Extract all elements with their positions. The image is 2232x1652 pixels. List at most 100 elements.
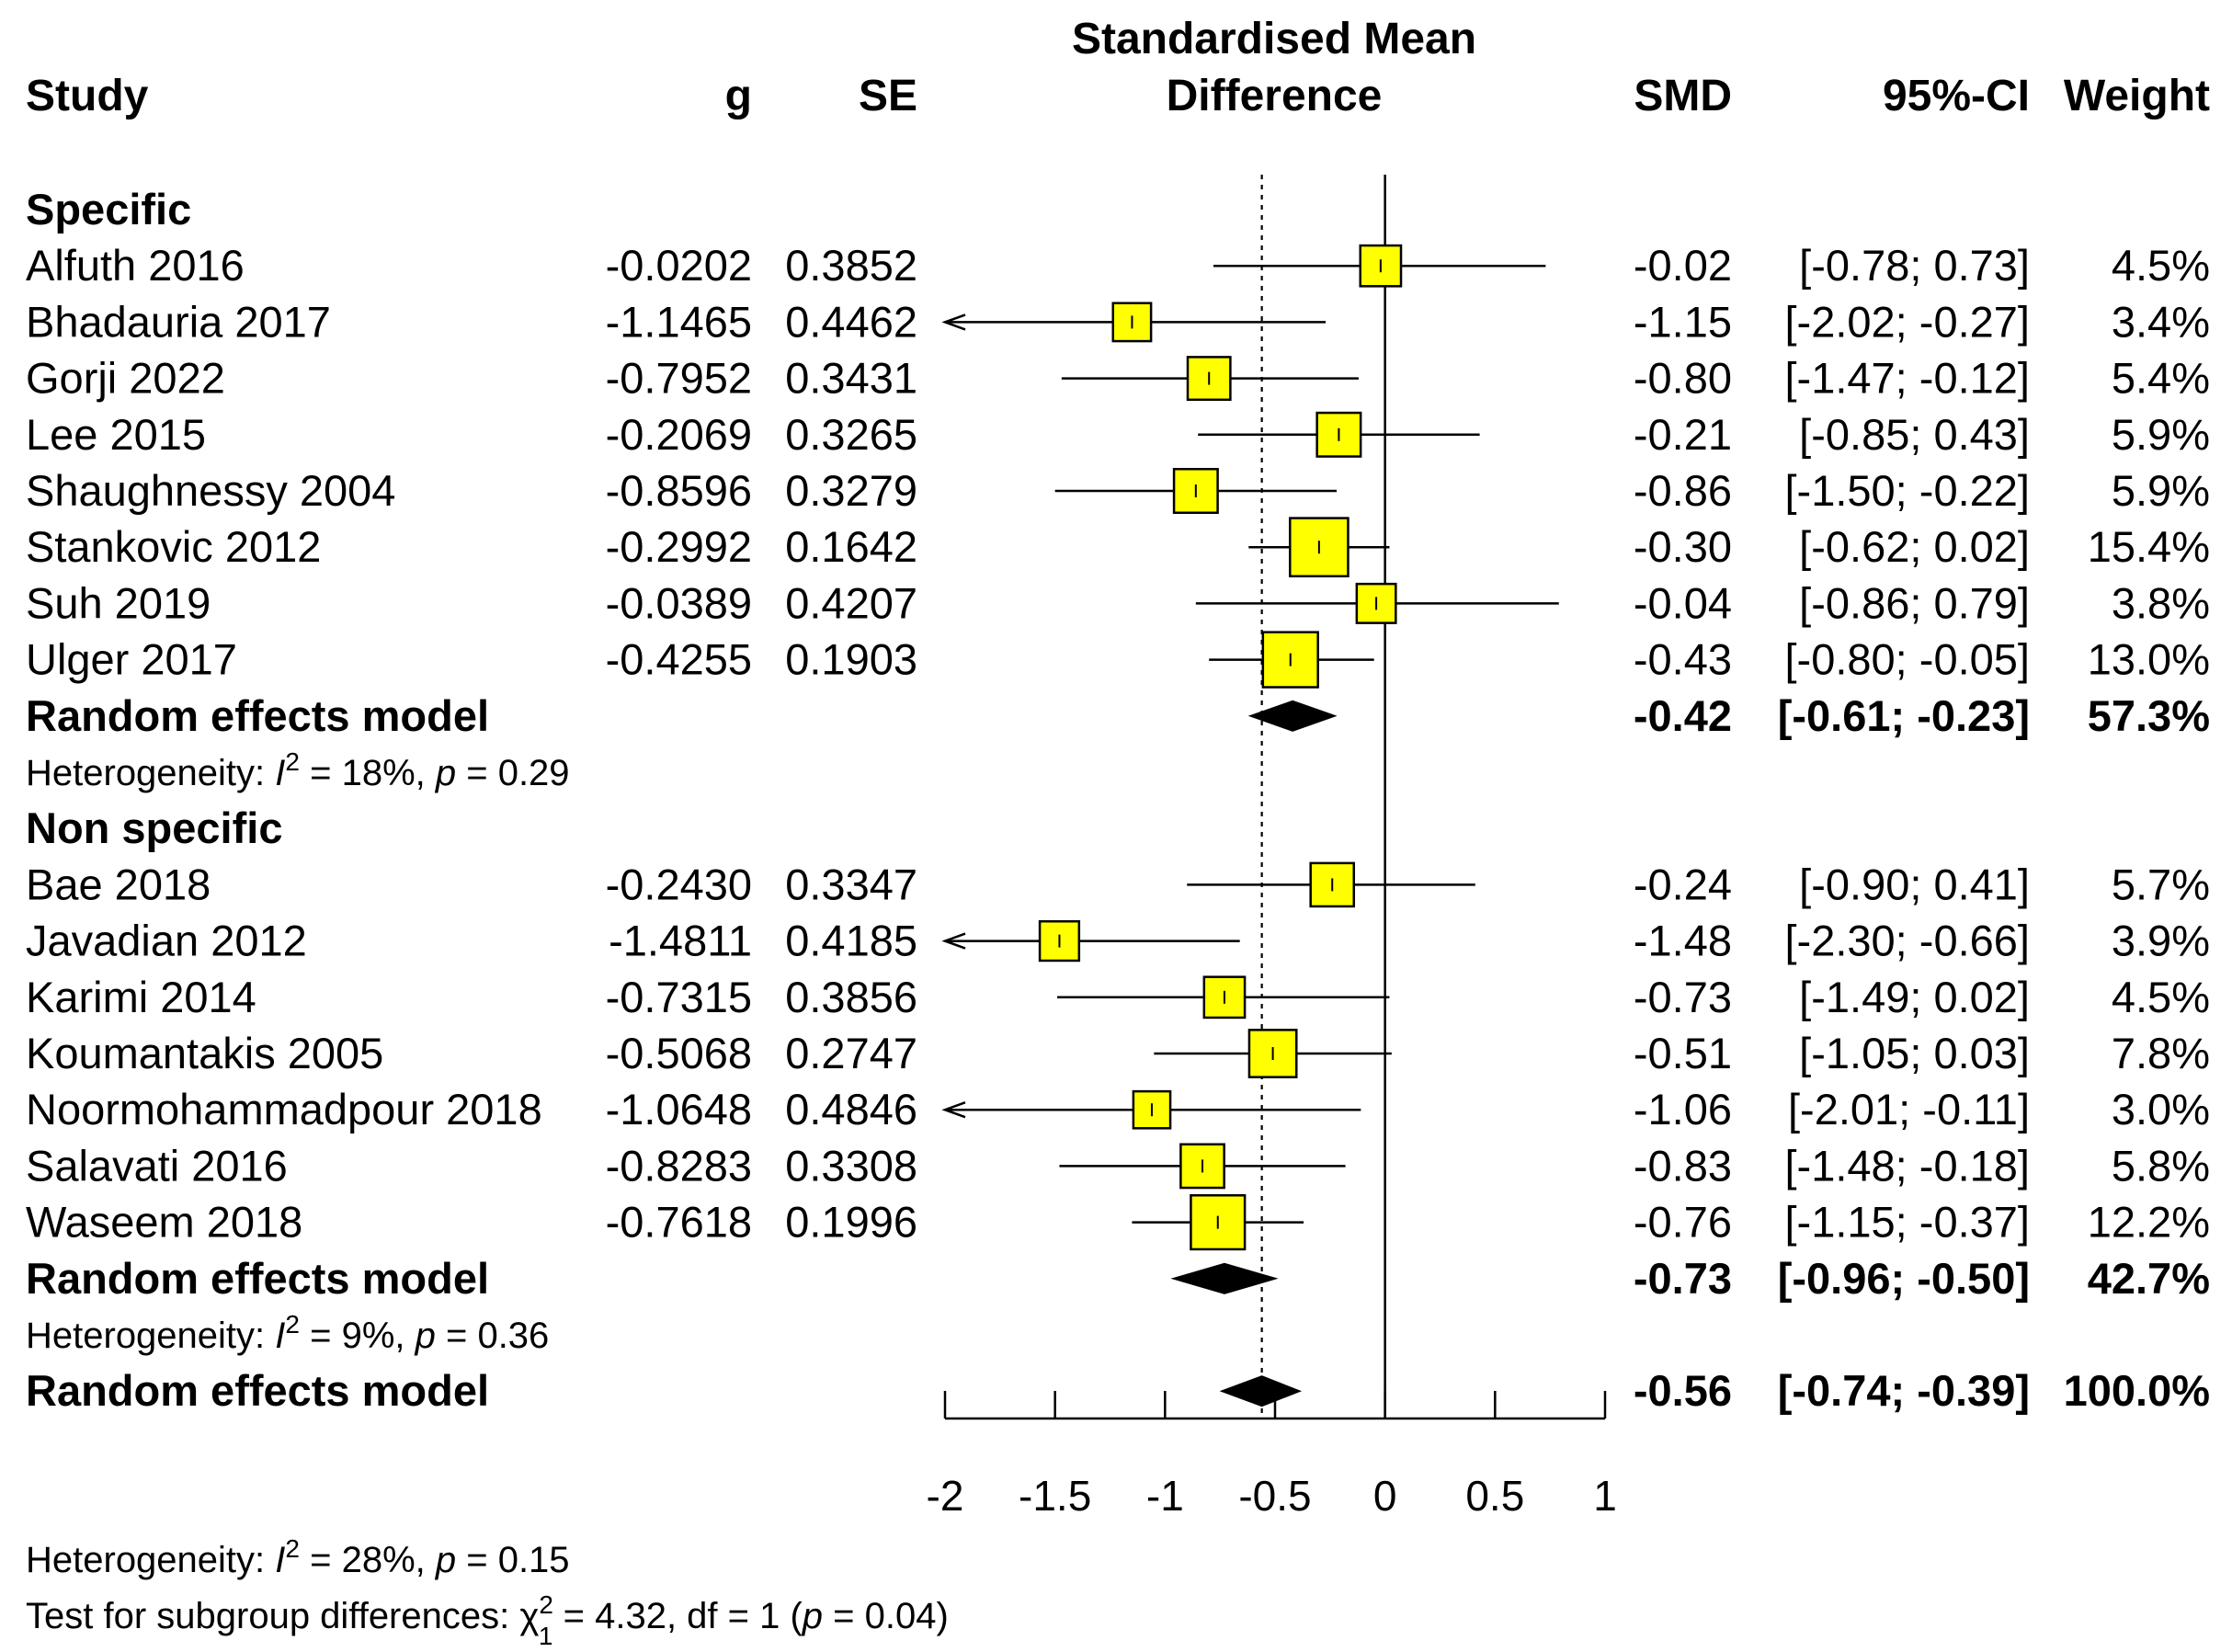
study-row: Gorji 2022 -0.7952 0.3431 -0.80 [-1.47; -0.1… bbox=[26, 354, 2210, 403]
model-label: Random effects model bbox=[26, 1366, 489, 1415]
study-label: Karimi 2014 bbox=[26, 973, 256, 1021]
weight-value: 7.8% bbox=[2112, 1029, 2210, 1077]
axis-tick-label: 0.5 bbox=[1465, 1472, 1524, 1520]
g-value: -0.7952 bbox=[606, 354, 752, 403]
axis-tick-label: -0.5 bbox=[1238, 1472, 1311, 1520]
heterogeneity-text: Heterogeneity: I2 = 18%, p = 0.29 bbox=[26, 747, 570, 793]
study-label: Ulger 2017 bbox=[26, 635, 237, 684]
footer: Heterogeneity: I2 = 28%, p = 0.15 Test fo… bbox=[26, 1534, 949, 1650]
g-value: -0.4255 bbox=[606, 635, 752, 684]
model-smd: -0.42 bbox=[1634, 691, 1732, 740]
weight-value: 3.9% bbox=[2112, 917, 2210, 965]
weight-value: 3.8% bbox=[2112, 578, 2210, 627]
axis-tick-label: -2 bbox=[927, 1472, 964, 1520]
ci-value: [-0.90; 0.41] bbox=[1799, 860, 2030, 908]
model-smd: -0.73 bbox=[1634, 1254, 1732, 1303]
study-label: Alfuth 2016 bbox=[26, 241, 245, 290]
smd-value: -0.24 bbox=[1634, 860, 1732, 908]
se-value: 0.3852 bbox=[785, 241, 917, 290]
study-label: Koumantakis 2005 bbox=[26, 1029, 383, 1077]
study-row: Lee 2015 -0.2069 0.3265 -0.21 [-0.85; 0.43] 5… bbox=[26, 410, 2210, 459]
model-ci: [-0.61; -0.23] bbox=[1778, 691, 2030, 740]
group-label: Non specific bbox=[26, 803, 282, 852]
ci-value: [-2.30; -0.66] bbox=[1785, 917, 2031, 965]
g-value: -0.8283 bbox=[606, 1141, 752, 1190]
footer-heterogeneity: Heterogeneity: I2 = 28%, p = 0.15 bbox=[26, 1534, 570, 1580]
ci-value: [-1.15; -0.37] bbox=[1785, 1198, 2031, 1247]
model-smd: -0.56 bbox=[1634, 1366, 1732, 1415]
weight-value: 5.8% bbox=[2112, 1141, 2210, 1190]
model-ci: [-0.96; -0.50] bbox=[1778, 1254, 2030, 1303]
g-value: -0.7315 bbox=[606, 973, 752, 1021]
weight-box bbox=[1261, 631, 1319, 689]
study-row: Karimi 2014 -0.7315 0.3856 -0.73 [-1.49; 0.0… bbox=[26, 973, 2210, 1021]
rows: Specific Alfuth 2016 -0.0202 0.3852 -0.02 [-0… bbox=[26, 185, 2210, 1415]
model-ci: [-0.74; -0.39] bbox=[1778, 1366, 2030, 1415]
header-smd: SMD bbox=[1634, 72, 1732, 120]
model-weight: 100.0% bbox=[2064, 1366, 2210, 1415]
study-label: Suh 2019 bbox=[26, 578, 211, 627]
ci-value: [-2.02; -0.27] bbox=[1785, 297, 2031, 346]
ci-value: [-1.48; -0.18] bbox=[1785, 1141, 2031, 1190]
g-value: -1.0648 bbox=[606, 1085, 752, 1134]
g-value: -0.7618 bbox=[606, 1198, 752, 1247]
se-value: 0.3856 bbox=[785, 973, 917, 1021]
reference-lines bbox=[1260, 175, 1386, 1419]
se-value: 0.2747 bbox=[785, 1029, 917, 1077]
g-value: -0.2992 bbox=[606, 522, 752, 571]
weight-value: 15.4% bbox=[2088, 522, 2210, 571]
se-value: 0.1642 bbox=[785, 522, 917, 571]
smd-value: -0.04 bbox=[1634, 578, 1732, 627]
smd-value: -1.06 bbox=[1634, 1085, 1732, 1134]
subgroup-model-row: Random effects model -0.42 [-0.61; -0.23] 5… bbox=[26, 691, 2210, 740]
study-row: Bae 2018 -0.2430 0.3347 -0.24 [-0.90; 0.41] 5… bbox=[26, 860, 2210, 908]
study-row: Ulger 2017 -0.4255 0.1903 -0.43 [-0.80; -0.0… bbox=[26, 631, 2210, 689]
smd-value: -1.15 bbox=[1634, 297, 1732, 346]
study-row: Salavati 2016 -0.8283 0.3308 -0.83 [-1.48; -… bbox=[26, 1141, 2210, 1190]
group-heterogeneity: Heterogeneity: I2 = 18%, p = 0.29 bbox=[26, 747, 570, 793]
ci-value: [-2.01; -0.11] bbox=[1788, 1085, 2030, 1134]
header-g: g bbox=[725, 72, 752, 120]
ci-arrow bbox=[941, 932, 966, 950]
ci-value: [-0.85; 0.43] bbox=[1799, 410, 2030, 459]
group-heterogeneity: Heterogeneity: I2 = 9%, p = 0.36 bbox=[26, 1310, 549, 1356]
se-value: 0.3265 bbox=[785, 410, 917, 459]
smd-value: -0.80 bbox=[1634, 354, 1732, 403]
ci-value: [-1.49; 0.02] bbox=[1799, 973, 2030, 1021]
weight-box bbox=[1309, 861, 1356, 908]
se-value: 0.4846 bbox=[785, 1085, 917, 1134]
header-ci: 95%-CI bbox=[1883, 72, 2030, 120]
weight-box bbox=[1111, 302, 1153, 343]
study-label: Waseem 2018 bbox=[26, 1198, 302, 1247]
study-label: Bae 2018 bbox=[26, 860, 211, 908]
weight-value: 3.4% bbox=[2112, 297, 2210, 346]
header-weight: Weight bbox=[2064, 72, 2210, 120]
study-row: Suh 2019 -0.0389 0.4207 -0.04 [-0.86; 0.79] 3… bbox=[26, 578, 2210, 627]
study-row: Noormohammadpour 2018 -1.0648 0.4846 -1.06 [… bbox=[26, 1085, 2210, 1134]
ci-value: [-1.50; -0.22] bbox=[1785, 466, 2031, 515]
g-value: -0.0389 bbox=[606, 578, 752, 627]
se-value: 0.4462 bbox=[785, 297, 917, 346]
model-diamond bbox=[1170, 1262, 1279, 1294]
weight-value: 5.4% bbox=[2112, 354, 2210, 403]
ci-value: [-0.86; 0.79] bbox=[1799, 578, 2030, 627]
study-label: Lee 2015 bbox=[26, 410, 206, 459]
model-label: Random effects model bbox=[26, 691, 489, 740]
header-se: SE bbox=[859, 72, 917, 120]
ci-value: [-0.78; 0.73] bbox=[1799, 241, 2030, 290]
study-row: Javadian 2012 -1.4811 0.4185 -1.48 [-2.30; -… bbox=[26, 917, 2210, 965]
weight-box bbox=[1355, 582, 1397, 624]
ci-value: [-0.62; 0.02] bbox=[1799, 522, 2030, 571]
smd-value: -0.02 bbox=[1634, 241, 1732, 290]
g-value: -0.2430 bbox=[606, 860, 752, 908]
overall-model-row: Random effects model -0.56 [-0.74; -0.39] 1… bbox=[26, 1366, 2210, 1415]
subgroup-model-row: Random effects model -0.73 [-0.96; -0.50] 4… bbox=[26, 1254, 2210, 1303]
group-header: Specific bbox=[26, 185, 191, 234]
g-value: -0.5068 bbox=[606, 1029, 752, 1077]
heterogeneity-text: Heterogeneity: I2 = 9%, p = 0.36 bbox=[26, 1310, 549, 1356]
smd-value: -0.73 bbox=[1634, 973, 1732, 1021]
axis-tick-label: -1.5 bbox=[1019, 1472, 1091, 1520]
model-weight: 42.7% bbox=[2088, 1254, 2210, 1303]
weight-box bbox=[1186, 356, 1232, 402]
